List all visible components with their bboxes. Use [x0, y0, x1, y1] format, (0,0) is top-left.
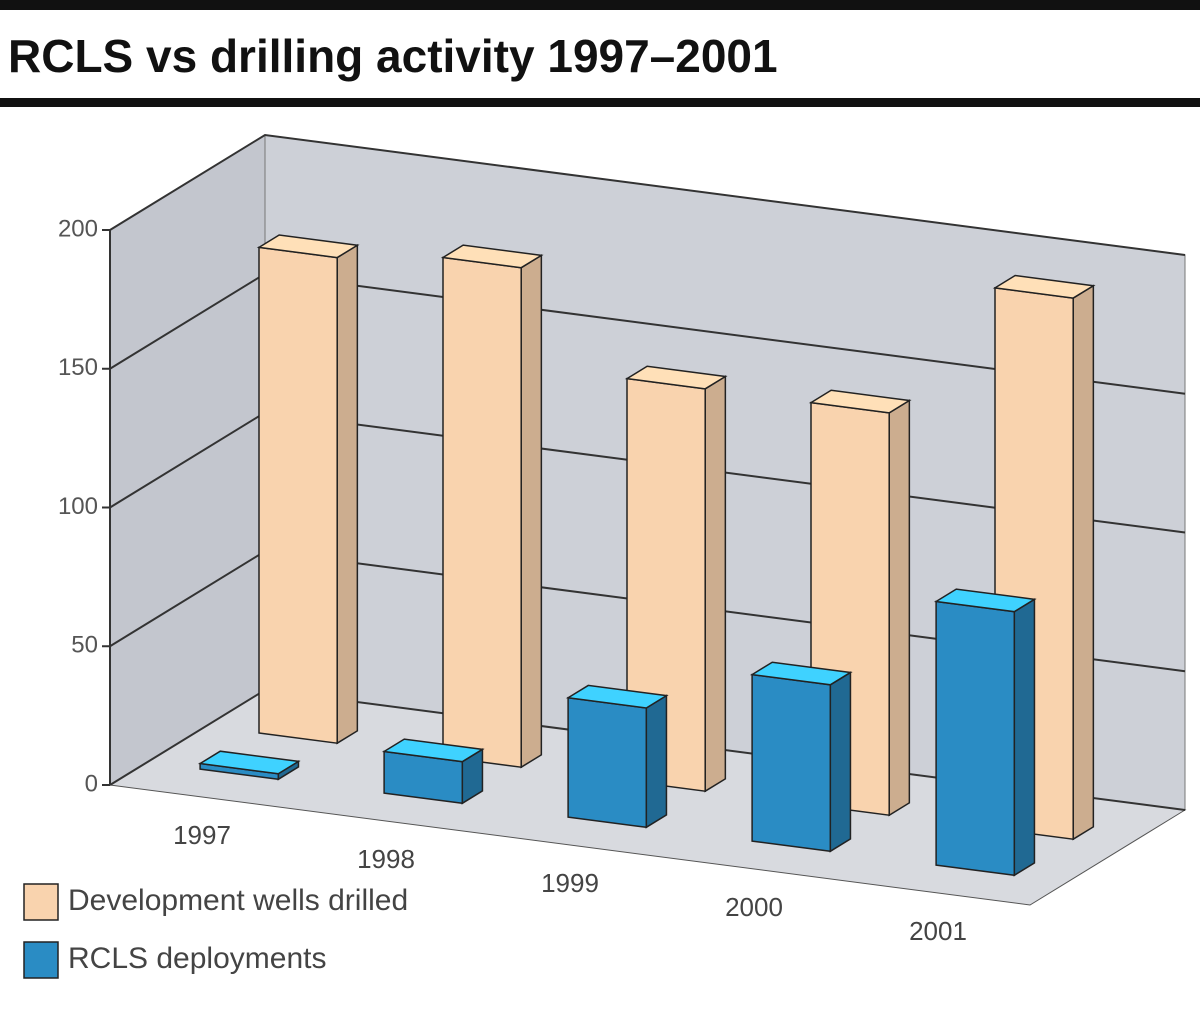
bar-side [520, 254, 543, 769]
bar-side [829, 671, 852, 853]
bar-top [808, 389, 912, 414]
bar [381, 738, 485, 805]
bar [565, 684, 669, 829]
bar [933, 588, 1037, 877]
bar-front [442, 256, 522, 769]
bar [256, 234, 360, 745]
bar-front [751, 673, 832, 853]
legend-label: Development wells drilled [68, 884, 408, 917]
bar-side [888, 399, 911, 817]
bar-top [933, 588, 1037, 613]
title-rule [0, 98, 1200, 107]
bar-top [565, 684, 669, 709]
plot: 0 50 100 150 200 1997 1998 1999 2000 2001 Developm… [23, 133, 1187, 979]
x-tick-label: 1999 [541, 868, 599, 898]
legend-label: RCLS deployments [68, 942, 326, 975]
bar-side [1013, 597, 1036, 877]
bar-top [256, 234, 360, 259]
bar-front [935, 600, 1016, 877]
bar [749, 661, 853, 853]
bar-front [567, 696, 648, 829]
bar-top [440, 244, 544, 269]
y-tick-label: 200 [58, 215, 98, 242]
bar [197, 750, 301, 781]
y-tick-label: 50 [71, 632, 98, 659]
bar-side [704, 375, 727, 793]
bar-top [749, 661, 853, 686]
grid-line [109, 133, 1186, 256]
chart-title: RCLS vs drilling activity 1997–2001 [8, 30, 778, 82]
bar-side [1072, 284, 1095, 841]
legend-swatch [23, 883, 59, 921]
bar-side [336, 243, 359, 745]
y-tick-label: 150 [58, 354, 98, 381]
bar-top [624, 365, 728, 390]
y-tick-label: 100 [58, 493, 98, 520]
x-tick-label: 2000 [725, 892, 783, 922]
bar [624, 365, 728, 793]
x-tick-label: 1998 [357, 844, 415, 874]
x-tick-label: 2001 [909, 916, 967, 946]
legend-swatch [23, 941, 59, 979]
x-tick-label: 1997 [173, 820, 231, 850]
bar-front [258, 246, 338, 745]
bar-top [381, 738, 485, 763]
top-rule [0, 0, 1200, 10]
bar [440, 244, 544, 769]
y-tick-label: 0 [85, 770, 98, 797]
bar-top [197, 750, 301, 775]
bar-side [645, 694, 668, 829]
bar-top [992, 274, 1096, 299]
